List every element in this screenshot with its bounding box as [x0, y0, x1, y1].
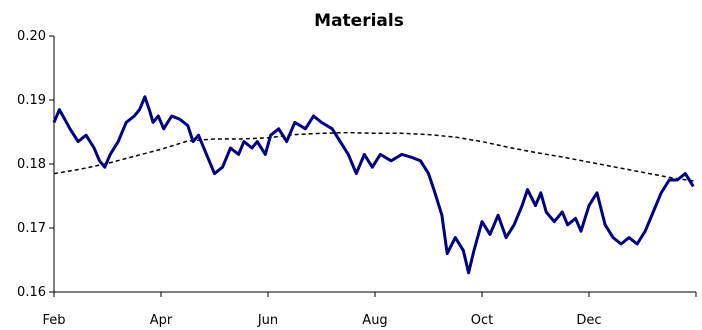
materials-price-line [52, 95, 695, 275]
y-tick-label: 0.18 [17, 157, 46, 172]
x-tick-label: Apr [150, 313, 173, 328]
y-tick-label: 0.20 [17, 29, 46, 44]
moving-average-dashed-line [53, 131, 697, 183]
x-tick-label: Jun [257, 313, 278, 328]
x-tick-label: Aug [362, 313, 387, 328]
y-tick-label: 0.17 [17, 221, 46, 236]
x-tick-label: Dec [576, 313, 601, 328]
axes [49, 35, 697, 297]
series-lines [52, 95, 697, 275]
y-tick-labels: 0.16 0.17 0.18 0.19 0.20 [17, 29, 46, 300]
x-tick-label: Oct [471, 313, 493, 328]
x-tick-labels: Feb Apr Jun Aug Oct Dec [42, 313, 601, 328]
y-tick-label: 0.19 [17, 93, 46, 108]
y-tick-label: 0.16 [17, 285, 46, 300]
chart-title: Materials [314, 11, 404, 31]
x-tick-label: Feb [42, 313, 65, 328]
